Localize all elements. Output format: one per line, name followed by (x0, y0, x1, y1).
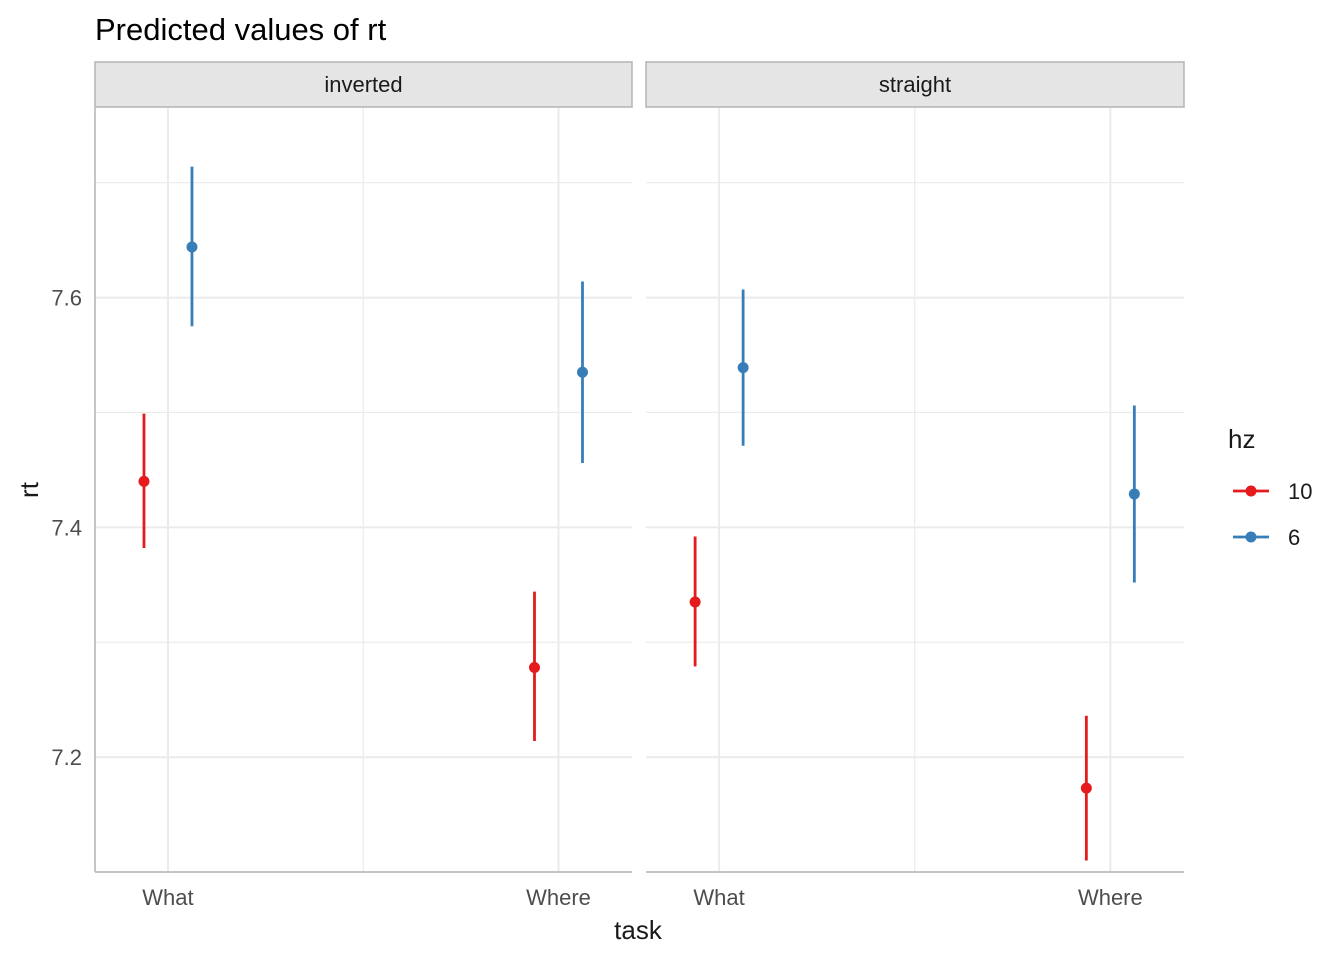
y-tick-label: 7.4 (51, 515, 82, 540)
point-hz-10-what (138, 475, 150, 487)
facet-strip (94, 61, 633, 108)
x-tick-label: Where (1078, 885, 1143, 910)
facet-panel-straight: straight What Where (645, 61, 1185, 910)
point-hz-10-where (1080, 782, 1092, 794)
point-hz-10-what (689, 596, 701, 608)
legend-title: hz (1228, 424, 1255, 454)
facet-panels: inverted What Where 7.2 7.4 7.6 straight What Wh… (51, 61, 1185, 910)
legend: hz 10 6 (1228, 424, 1312, 550)
legend-label-10: 10 (1288, 479, 1312, 504)
facet-strip (645, 61, 1185, 108)
facet-strip-label: inverted (324, 72, 402, 97)
point-hz-6-what (186, 241, 198, 253)
x-tick-label: What (693, 885, 744, 910)
point-hz-10-where (528, 662, 540, 674)
facet-strip-label: straight (879, 72, 951, 97)
legend-label-6: 6 (1288, 525, 1300, 550)
facet-panel-inverted: inverted What Where 7.2 7.4 7.6 (51, 61, 633, 910)
legend-key-point-6 (1245, 531, 1257, 543)
y-tick-label: 7.2 (51, 745, 82, 770)
y-axis-title: rt (14, 481, 44, 498)
legend-key-point-10 (1245, 485, 1257, 497)
chart-title: Predicted values of rt (95, 12, 387, 47)
point-hz-6-where (576, 366, 588, 378)
point-hz-6-where (1128, 488, 1140, 500)
y-tick-label: 7.6 (51, 286, 82, 311)
x-tick-label: What (142, 885, 193, 910)
x-axis-title: task (614, 915, 663, 945)
x-tick-label: Where (526, 885, 591, 910)
point-hz-6-what (737, 362, 749, 374)
